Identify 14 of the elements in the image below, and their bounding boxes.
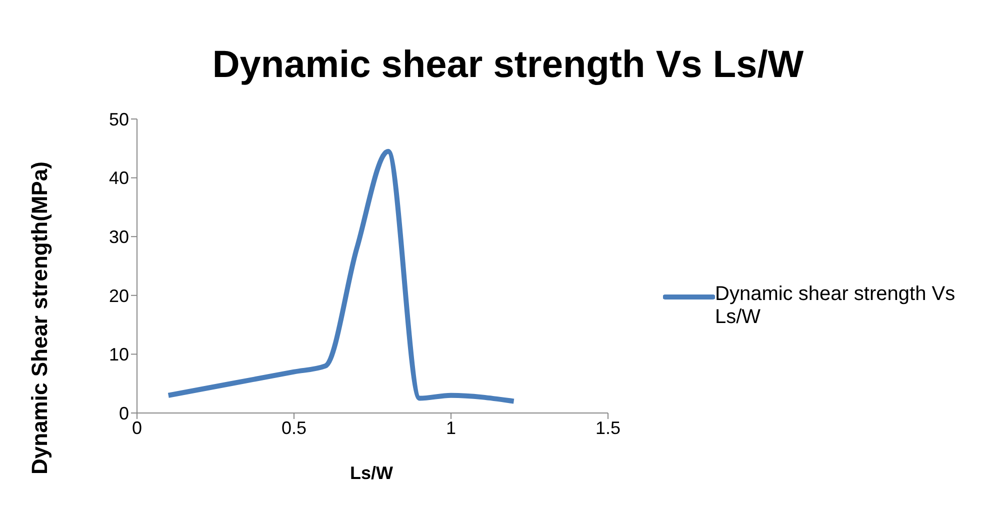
y-tick-label: 30 xyxy=(108,226,129,247)
y-tick-label: 0 xyxy=(118,403,129,424)
y-axis-title: Dynamic Shear strength(MPa) xyxy=(27,162,53,474)
x-tick-label: 1.5 xyxy=(595,418,621,438)
chart-title: Dynamic shear strength Vs Ls/W xyxy=(211,44,805,87)
y-tick-label: 40 xyxy=(108,168,129,188)
legend-label: Dynamic shear strength Vs Ls/W xyxy=(715,283,956,329)
x-axis-title: Ls/W xyxy=(349,463,394,484)
y-tick-label: 50 xyxy=(108,109,129,130)
x-tick-label: 0 xyxy=(132,418,142,438)
x-tick-label: 1 xyxy=(446,418,456,438)
y-tick-label: 20 xyxy=(108,286,129,306)
y-tick-label: 10 xyxy=(108,344,129,365)
x-tick-label: 0.5 xyxy=(281,418,307,438)
